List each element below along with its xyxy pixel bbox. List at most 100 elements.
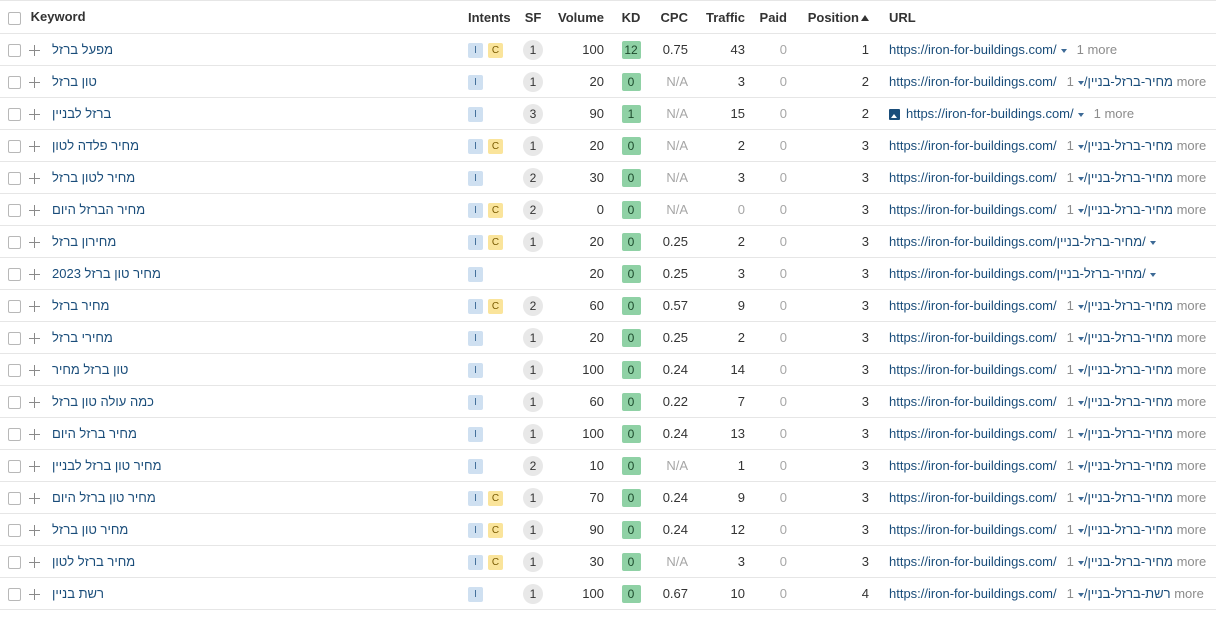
chevron-down-icon[interactable] — [1077, 144, 1084, 149]
sf-count[interactable]: 1 — [523, 359, 543, 380]
add-keyword-icon[interactable] — [29, 524, 40, 536]
sf-count[interactable]: 2 — [523, 167, 543, 188]
add-keyword-icon[interactable] — [29, 172, 40, 184]
chevron-down-icon[interactable] — [1077, 112, 1084, 117]
sf-count[interactable]: 1 — [523, 327, 543, 348]
add-keyword-icon[interactable] — [29, 428, 40, 440]
row-checkbox[interactable] — [8, 459, 21, 473]
more-urls-link[interactable]: 1 more — [1066, 426, 1207, 441]
add-keyword-icon[interactable] — [29, 300, 40, 312]
position-column-header[interactable]: Position — [793, 1, 873, 34]
keyword-link[interactable]: מחיר ברזל לטון — [52, 554, 136, 570]
keyword-link[interactable]: מחיר ברזל — [52, 298, 110, 314]
add-keyword-icon[interactable] — [29, 44, 40, 56]
add-keyword-icon[interactable] — [29, 236, 40, 248]
url-link[interactable]: https://iron-for-buildings.com/ — [889, 42, 1057, 57]
sf-count[interactable]: 1 — [523, 135, 543, 156]
row-checkbox[interactable] — [8, 491, 21, 505]
chevron-down-icon[interactable] — [1060, 48, 1067, 53]
add-keyword-icon[interactable] — [29, 268, 40, 280]
sf-count[interactable]: 1 — [523, 519, 543, 540]
url-link[interactable]: https://iron-for-buildings.com/מחיר-ברזל… — [889, 490, 1173, 505]
row-checkbox[interactable] — [8, 75, 21, 89]
more-urls-link[interactable]: 1 more — [1076, 42, 1118, 57]
keyword-link[interactable]: טון ברזל — [52, 74, 97, 90]
url-link[interactable]: https://iron-for-buildings.com/מחיר-ברזל… — [889, 266, 1146, 281]
url-link[interactable]: https://iron-for-buildings.com/מחיר-ברזל… — [889, 330, 1173, 345]
chevron-down-icon[interactable] — [1077, 304, 1084, 309]
sf-count[interactable]: 2 — [523, 199, 543, 220]
row-checkbox[interactable] — [8, 107, 21, 121]
url-link[interactable]: https://iron-for-buildings.com/מחיר-ברזל… — [889, 138, 1173, 153]
chevron-down-icon[interactable] — [1077, 496, 1084, 501]
add-keyword-icon[interactable] — [29, 492, 40, 504]
add-keyword-icon[interactable] — [29, 204, 40, 216]
more-urls-link[interactable]: 1 more — [1066, 586, 1204, 601]
url-link[interactable]: https://iron-for-buildings.com/מחיר-ברזל… — [889, 202, 1173, 217]
keyword-link[interactable]: כמה עולה טון ברזל — [52, 394, 154, 410]
url-link[interactable]: https://iron-for-buildings.com/מחיר-ברזל… — [889, 522, 1173, 537]
url-link[interactable]: https://iron-for-buildings.com/מחיר-ברזל… — [889, 362, 1173, 377]
more-urls-link[interactable]: 1 more — [1066, 394, 1207, 409]
keyword-link[interactable]: מחיר טון ברזל לבניין — [52, 458, 162, 474]
row-checkbox[interactable] — [8, 235, 21, 249]
traffic-column-header[interactable]: Traffic — [705, 9, 745, 25]
row-checkbox[interactable] — [8, 395, 21, 409]
add-keyword-icon[interactable] — [29, 364, 40, 376]
volume-column-header[interactable]: Volume — [558, 9, 604, 25]
url-link[interactable]: https://iron-for-buildings.com/מחיר-ברזל… — [889, 554, 1173, 569]
url-link[interactable]: https://iron-for-buildings.com/מחיר-ברזל… — [889, 426, 1173, 441]
url-column-header[interactable]: URL — [889, 9, 916, 25]
chevron-down-icon[interactable] — [1077, 208, 1084, 213]
keyword-link[interactable]: רשת בניין — [52, 586, 104, 602]
sf-count[interactable]: 1 — [523, 583, 543, 604]
url-link[interactable]: https://iron-for-buildings.com/מחיר-ברזל… — [889, 74, 1173, 89]
cpc-column-header[interactable]: CPC — [660, 9, 688, 25]
more-urls-link[interactable]: 1 more — [1066, 362, 1207, 377]
more-urls-link[interactable]: 1 more — [1066, 554, 1207, 569]
row-checkbox[interactable] — [8, 203, 21, 217]
sf-count[interactable]: 1 — [523, 39, 543, 60]
row-checkbox[interactable] — [8, 139, 21, 153]
chevron-down-icon[interactable] — [1077, 592, 1084, 597]
row-checkbox[interactable] — [8, 587, 21, 601]
url-link[interactable]: https://iron-for-buildings.com/מחיר-ברזל… — [889, 234, 1146, 249]
keyword-link[interactable]: מחיר לטון ברזל — [52, 170, 136, 186]
more-urls-link[interactable]: 1 more — [1066, 298, 1207, 313]
row-checkbox[interactable] — [8, 43, 21, 57]
keyword-link[interactable]: מחיר פלדה לטון — [52, 138, 140, 154]
paid-column-header[interactable]: Paid — [759, 9, 787, 25]
keyword-link[interactable]: מחירי ברזל — [52, 330, 113, 346]
keyword-link[interactable]: מחיר הברזל היום — [52, 202, 146, 218]
url-link[interactable]: https://iron-for-buildings.com/מחיר-ברזל… — [889, 394, 1173, 409]
sf-count[interactable]: 1 — [523, 551, 543, 572]
add-keyword-icon[interactable] — [29, 396, 40, 408]
add-keyword-icon[interactable] — [29, 76, 40, 88]
more-urls-link[interactable]: 1 more — [1066, 522, 1207, 537]
more-urls-link[interactable]: 1 more — [1066, 74, 1207, 89]
row-checkbox[interactable] — [8, 267, 21, 281]
url-link[interactable]: https://iron-for-buildings.com/מחיר-ברזל… — [889, 170, 1173, 185]
sf-count[interactable]: 1 — [523, 423, 543, 444]
add-keyword-icon[interactable] — [29, 588, 40, 600]
chevron-down-icon[interactable] — [1077, 368, 1084, 373]
more-urls-link[interactable]: 1 more — [1066, 490, 1207, 505]
url-link[interactable]: https://iron-for-buildings.com/מחיר-ברזל… — [889, 458, 1173, 473]
row-checkbox[interactable] — [8, 331, 21, 345]
keyword-link[interactable]: מחיר טון ברזל 2023 — [52, 266, 161, 282]
sf-count[interactable]: 2 — [523, 455, 543, 476]
sf-count[interactable]: 2 — [523, 295, 543, 316]
keyword-link[interactable]: מפעל ברזל — [52, 42, 113, 58]
more-urls-link[interactable]: 1 more — [1093, 106, 1135, 121]
intents-column-header[interactable]: Intents — [468, 9, 511, 25]
sf-count[interactable]: 1 — [523, 487, 543, 508]
row-checkbox[interactable] — [8, 171, 21, 185]
more-urls-link[interactable]: 1 more — [1066, 458, 1207, 473]
chevron-down-icon[interactable] — [1149, 240, 1156, 245]
add-keyword-icon[interactable] — [29, 332, 40, 344]
keyword-link[interactable]: ברזל לבניין — [52, 106, 112, 122]
chevron-down-icon[interactable] — [1077, 560, 1084, 565]
keyword-column-header[interactable]: Keyword — [0, 1, 468, 34]
add-keyword-icon[interactable] — [29, 556, 40, 568]
keyword-link[interactable]: מחיר טון ברזל היום — [52, 490, 156, 506]
